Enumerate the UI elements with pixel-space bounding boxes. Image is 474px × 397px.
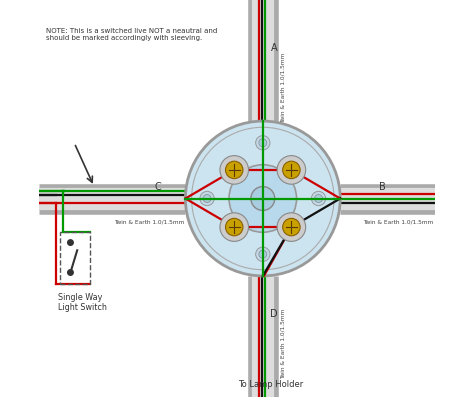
Circle shape: [226, 218, 243, 236]
Circle shape: [200, 191, 214, 206]
Circle shape: [203, 195, 211, 202]
Circle shape: [259, 139, 267, 147]
Circle shape: [251, 187, 275, 210]
Circle shape: [311, 191, 326, 206]
Text: Twin & Earth 1.0/1.5mm: Twin & Earth 1.0/1.5mm: [281, 52, 286, 123]
Text: D: D: [270, 308, 278, 319]
Circle shape: [255, 247, 270, 261]
Circle shape: [226, 161, 243, 179]
Circle shape: [277, 156, 306, 184]
Text: A: A: [271, 42, 277, 53]
Text: NOTE: This is a switched live NOT a neautral and
should be marked accordingly wi: NOTE: This is a switched live NOT a neau…: [46, 28, 218, 41]
Circle shape: [277, 213, 306, 241]
Circle shape: [315, 195, 322, 202]
Circle shape: [220, 156, 248, 184]
Text: © www.lightwiring.co.uk: © www.lightwiring.co.uk: [265, 227, 332, 233]
Text: Single Way
Light Switch: Single Way Light Switch: [58, 293, 107, 312]
Circle shape: [68, 240, 73, 245]
Circle shape: [220, 213, 248, 241]
Text: Twin & Earth 1.0/1.5mm: Twin & Earth 1.0/1.5mm: [363, 219, 433, 224]
Circle shape: [283, 218, 300, 236]
Text: C: C: [154, 182, 161, 193]
Text: Twin & Earth 1.0/1.5mm: Twin & Earth 1.0/1.5mm: [281, 308, 286, 379]
Bar: [60, 232, 90, 284]
Circle shape: [283, 161, 300, 179]
Circle shape: [185, 121, 340, 276]
Circle shape: [259, 250, 267, 258]
Circle shape: [68, 270, 73, 275]
Text: Twin & Earth 1.0/1.5mm: Twin & Earth 1.0/1.5mm: [115, 219, 185, 224]
Text: To Lamp Holder: To Lamp Holder: [238, 380, 303, 389]
Circle shape: [229, 165, 297, 232]
Circle shape: [255, 136, 270, 150]
Text: B: B: [379, 182, 385, 193]
